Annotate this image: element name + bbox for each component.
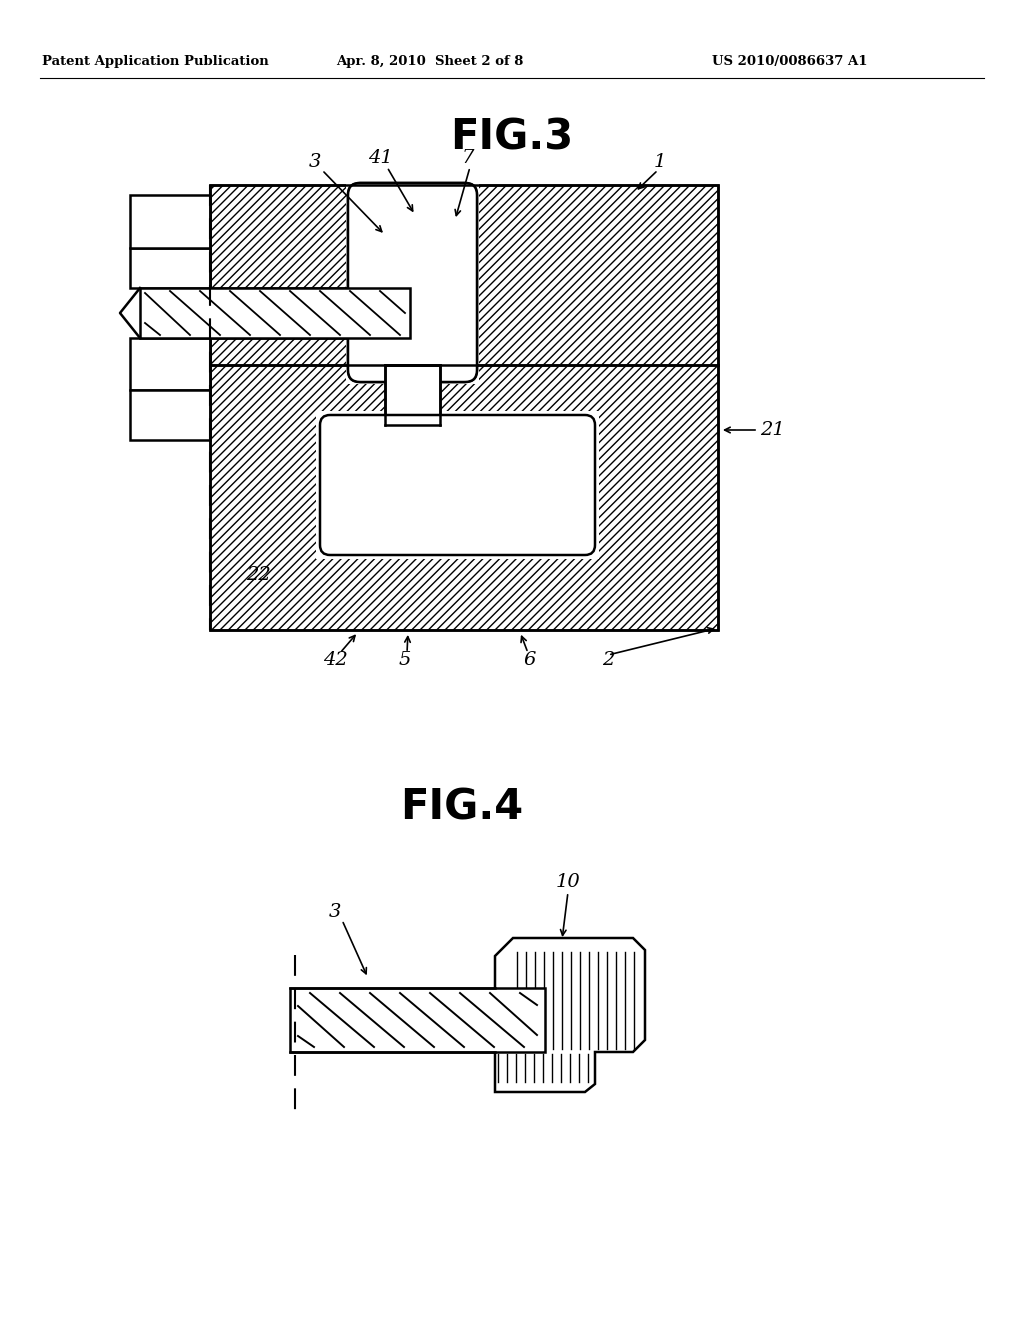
Text: 1: 1 (653, 153, 667, 172)
Text: 3: 3 (329, 903, 341, 921)
Bar (210, 185, 718, 630)
FancyBboxPatch shape (319, 414, 595, 554)
Polygon shape (495, 939, 645, 1092)
Text: Patent Application Publication: Patent Application Publication (42, 55, 268, 69)
Text: 41: 41 (368, 149, 392, 168)
Text: FIG.4: FIG.4 (400, 787, 523, 829)
Bar (316, 411, 599, 558)
FancyBboxPatch shape (348, 183, 477, 381)
Bar (210, 288, 410, 338)
Text: FIG.3: FIG.3 (451, 117, 573, 158)
Text: 21: 21 (760, 421, 784, 440)
Text: 10: 10 (556, 873, 581, 891)
Bar (210, 185, 718, 630)
Text: 6: 6 (524, 651, 537, 669)
Text: Apr. 8, 2010  Sheet 2 of 8: Apr. 8, 2010 Sheet 2 of 8 (336, 55, 523, 69)
Bar (385, 366, 440, 425)
Text: 5: 5 (398, 651, 412, 669)
Text: 2: 2 (602, 651, 614, 669)
Bar (130, 195, 210, 248)
Bar (130, 338, 210, 389)
Bar (130, 389, 210, 440)
Bar (493, 936, 647, 1094)
Text: 42: 42 (323, 651, 347, 669)
Bar (330, 425, 585, 545)
Text: 3: 3 (309, 153, 322, 172)
FancyBboxPatch shape (348, 183, 477, 381)
Bar (140, 288, 410, 338)
Text: 22: 22 (246, 566, 270, 583)
Text: 7: 7 (462, 149, 474, 168)
Bar (385, 366, 440, 425)
Bar (360, 195, 465, 370)
Text: US 2010/0086637 A1: US 2010/0086637 A1 (713, 55, 867, 69)
Bar (290, 987, 545, 1052)
Bar (130, 248, 210, 288)
Bar (346, 181, 479, 384)
